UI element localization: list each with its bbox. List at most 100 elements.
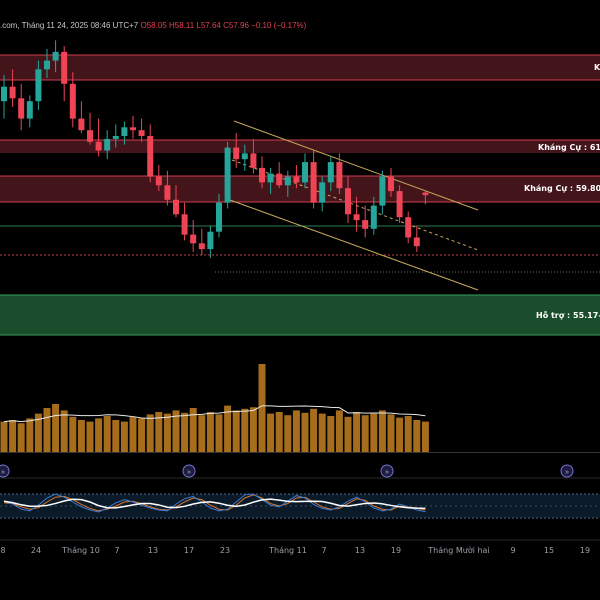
candle [87, 112, 93, 145]
candle [370, 196, 377, 235]
event-marker-circle [380, 464, 394, 478]
volume-bar [292, 410, 300, 452]
candle-body [319, 182, 326, 203]
candle [284, 170, 291, 197]
level-zones [0, 54, 600, 336]
stoch-signal-line [3, 498, 426, 510]
x-tick-label: 15 [544, 546, 554, 555]
candle [405, 211, 412, 244]
volume-bar [215, 414, 223, 452]
volume-bar [267, 413, 275, 452]
candle [327, 156, 334, 192]
candle [18, 83, 25, 131]
volume-bar [95, 418, 103, 452]
volume-bar [9, 420, 17, 452]
candle [155, 165, 162, 192]
resistance-zone-top [0, 55, 600, 80]
candle [259, 156, 265, 189]
candle-body [155, 176, 162, 186]
volume-bar [146, 414, 154, 452]
candle [216, 194, 222, 238]
candle-body [293, 176, 300, 183]
candle [190, 220, 197, 252]
symbol-header: .com, Tháng 11 24, 2025 08:46 UTC+7 O58.… [0, 21, 306, 30]
volume-bar [163, 413, 171, 452]
candle [388, 167, 394, 197]
x-tick-label: 7 [114, 546, 119, 555]
candle [95, 118, 102, 157]
candle [224, 141, 231, 209]
x-tick-label: 24 [31, 546, 41, 555]
candle-body [259, 167, 265, 183]
volume-bar [86, 421, 94, 452]
volume-bar [189, 408, 197, 452]
volume-bar [284, 415, 292, 452]
x-tick-label: 7 [321, 546, 326, 555]
candle-body [44, 60, 50, 70]
volume-bar [301, 412, 309, 452]
candle-body [87, 130, 93, 142]
volume-bar [172, 410, 180, 452]
event-marker-icon: » [560, 464, 574, 478]
volume-bar [0, 421, 8, 452]
volume-bar [103, 416, 111, 452]
volume-bar [310, 408, 318, 452]
support-zone [0, 295, 600, 335]
header-site: .com, [0, 21, 20, 30]
candle-body [362, 220, 369, 229]
volume-bar [421, 421, 429, 452]
candle-body [302, 162, 308, 183]
candle-body [173, 199, 179, 215]
candle-body [405, 217, 412, 238]
event-marker-circle [560, 464, 574, 478]
header-open: O58.05 [140, 21, 167, 30]
volume-bar [232, 410, 240, 452]
candle [69, 72, 76, 128]
candle-body [413, 237, 420, 247]
candle-body [190, 234, 197, 244]
candle [422, 190, 429, 205]
candle [233, 133, 240, 168]
volume-bar [198, 415, 206, 452]
x-tick-label: 13 [148, 546, 158, 555]
volume-bar [52, 404, 60, 452]
candle [130, 115, 136, 139]
candle-body [9, 86, 16, 99]
candle [147, 124, 154, 183]
resistance-mid-label: Kháng Cự : 61.56 [538, 143, 600, 152]
candle-body [104, 138, 111, 151]
volume-bar [17, 423, 25, 452]
volume-bar [120, 421, 128, 452]
x-tick-label: 17 [184, 546, 194, 555]
candle [302, 153, 308, 189]
volume-bar [26, 418, 34, 452]
candle-body [181, 214, 188, 235]
candle-body [95, 141, 102, 151]
volume-bar [404, 416, 412, 452]
volume-bar [60, 410, 68, 452]
candle-body [276, 173, 283, 186]
header-date: Tháng 11 24, 2025 08:46 UTC+7 [21, 21, 139, 30]
candle [336, 153, 343, 194]
candle-body [147, 136, 154, 177]
resistance-low-label: Kháng Cự : 59.80- [524, 184, 600, 193]
candle-body [336, 162, 343, 189]
volume-bar [344, 416, 352, 452]
event-marker-glyph: » [565, 469, 569, 476]
volume-bar [396, 417, 404, 452]
volume-bar [387, 414, 395, 452]
candle [26, 95, 33, 128]
x-tick-label: 13 [355, 546, 365, 555]
candle [1, 75, 7, 119]
resistance-zone-low [0, 176, 600, 202]
candle-body [26, 101, 33, 119]
x-tick-label: 8 [0, 546, 5, 555]
candle-body [52, 51, 59, 61]
stochastic-pane [0, 493, 600, 541]
candle [78, 101, 85, 134]
candle-body [345, 188, 351, 215]
candle-body [69, 83, 76, 119]
candle-body [216, 202, 222, 232]
candle [104, 130, 111, 160]
